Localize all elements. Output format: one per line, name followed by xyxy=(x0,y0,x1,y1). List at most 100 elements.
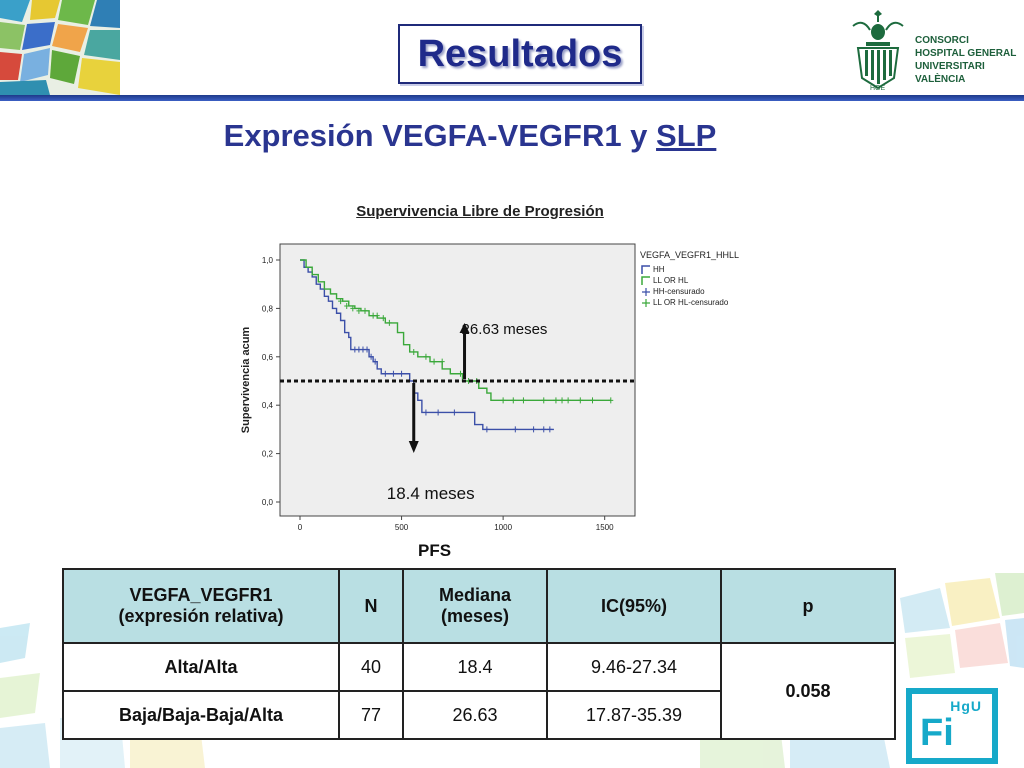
censor-mark xyxy=(484,426,490,433)
chart-title: Supervivencia Libre de Progresión xyxy=(356,203,604,220)
cell-ic: 17.87-35.39 xyxy=(546,690,722,740)
censor-mark xyxy=(350,305,356,312)
legend-label: HH xyxy=(653,265,665,274)
censor-mark xyxy=(364,346,370,353)
censor-mark xyxy=(541,397,547,404)
censor-mark xyxy=(510,397,516,404)
logo-line: VALÈNCIA xyxy=(915,74,966,85)
x-tick-label: 1500 xyxy=(596,523,614,532)
table-header-row: VEGFA_VEGFR1 (expresión relativa) N Media… xyxy=(62,568,896,644)
legend-title: VEGFA_VEGFR1_HHLL xyxy=(640,250,739,260)
header-line: VEGFA_VEGFR1 xyxy=(129,585,273,605)
legend-item-ll-or-hl: LL OR HL xyxy=(641,276,689,285)
header-divider xyxy=(0,95,1024,101)
logo-small-text: HGE xyxy=(870,85,886,92)
table-row: Baja/Baja-Baja/Alta 77 26.63 17.87-35.39 xyxy=(62,690,895,740)
censor-mark xyxy=(423,353,429,360)
title-box: Resultados xyxy=(398,24,642,84)
censor-mark xyxy=(541,426,547,433)
censor-mark xyxy=(520,397,526,404)
y-tick-label: 0,4 xyxy=(262,401,274,410)
censor-mark xyxy=(372,358,378,365)
y-tick-label: 0,6 xyxy=(262,353,274,362)
slide-subtitle: Expresión VEGFA-VEGFR1 y SLP xyxy=(0,118,940,154)
cell-p-value: 0.058 xyxy=(720,642,896,740)
y-axis-label: Supervivencia acum xyxy=(240,327,252,434)
cell-n: 40 xyxy=(338,642,404,692)
header-line: Mediana xyxy=(438,585,512,605)
annotation-label: 26.63 meses xyxy=(462,321,548,338)
results-table: VEGFA_VEGFR1 (expresión relativa) N Media… xyxy=(62,568,896,740)
censor-mark xyxy=(435,409,441,416)
logo-line: HOSPITAL GENERAL xyxy=(915,48,1017,59)
censor-mark xyxy=(411,348,417,355)
censor-mark xyxy=(547,426,553,433)
hgu-fi-badge: HgU Fi xyxy=(906,688,998,764)
censor-mark xyxy=(577,397,583,404)
y-tick-label: 0,0 xyxy=(262,498,274,507)
censor-mark xyxy=(457,370,463,377)
censor-mark xyxy=(338,298,344,305)
censor-mark xyxy=(399,370,405,377)
legend-item-ll-or-hl-censored: LL OR HL-censurado xyxy=(642,298,729,307)
header-line: IC(95%) xyxy=(600,595,667,616)
cell-ic: 9.46-27.34 xyxy=(546,642,722,692)
x-tick-label: 1000 xyxy=(494,523,512,532)
censor-mark xyxy=(531,426,537,433)
annotation-arrowhead xyxy=(408,441,419,453)
badge-top-text: HgU xyxy=(950,698,982,714)
censor-mark xyxy=(559,397,565,404)
censor-mark xyxy=(590,397,595,404)
censor-mark xyxy=(500,397,506,404)
header-cell-p: p xyxy=(720,568,896,644)
censor-mark xyxy=(390,370,396,377)
censor-mark xyxy=(608,397,614,404)
censor-mark xyxy=(380,315,386,322)
legend-label: LL OR HL xyxy=(653,276,689,285)
x-tick-label: 500 xyxy=(395,523,409,532)
y-tick-label: 0,8 xyxy=(262,304,274,313)
cell-group: Alta/Alta xyxy=(62,642,340,692)
subtitle-main: Expresión VEGFA-VEGFR1 y xyxy=(223,118,657,153)
censor-mark xyxy=(439,358,445,365)
header-cell-group: VEGFA_VEGFR1 (expresión relativa) xyxy=(62,568,340,644)
censor-mark xyxy=(386,319,392,326)
header-line: (meses) xyxy=(440,606,510,626)
header-line: N xyxy=(364,595,378,616)
logo-line: CONSORCI xyxy=(915,35,969,46)
logo-line: UNIVERSITARI xyxy=(915,61,985,72)
censor-mark xyxy=(565,397,571,404)
table-row: Alta/Alta 40 18.4 9.46-27.34 0.058 xyxy=(62,642,896,740)
censor-mark xyxy=(553,397,559,404)
annotation-label: 18.4 meses xyxy=(387,484,475,503)
x-axis-label: PFS xyxy=(418,541,452,560)
header-line: p xyxy=(802,595,814,616)
censor-mark xyxy=(512,426,518,433)
x-tick-label: 0 xyxy=(298,523,303,532)
cell-median: 26.63 xyxy=(402,690,548,740)
header-cell-ic: IC(95%) xyxy=(546,568,722,644)
censor-mark xyxy=(423,409,429,416)
legend-item-hh-censored: HH-censurado xyxy=(642,287,705,296)
cell-median: 18.4 xyxy=(402,642,548,692)
badge-bottom-text: Fi xyxy=(920,712,954,754)
page-title: Resultados xyxy=(417,32,623,75)
hospital-logo: HGE xyxy=(852,10,904,92)
cell-group: Baja/Baja-Baja/Alta xyxy=(62,690,340,740)
censor-mark xyxy=(374,312,380,319)
km-survival-chart: 0,0 0,2 0,4 0,6 0,8 1,0 0 500 1000 1500 Superviv… xyxy=(240,243,739,532)
header-cell-median: Mediana (meses) xyxy=(402,568,548,644)
series-line-hh xyxy=(300,259,554,431)
y-tick-label: 1,0 xyxy=(262,256,274,265)
censor-mark xyxy=(368,353,374,360)
legend-label: LL OR HL-censurado xyxy=(653,298,729,307)
legend-label: HH-censurado xyxy=(653,287,705,296)
censor-mark xyxy=(356,307,362,314)
header-line: (expresión relativa) xyxy=(118,606,284,626)
mosaic-decoration-top-left xyxy=(0,0,120,95)
logo-text: CONSORCI HOSPITAL GENERAL UNIVERSITARI V… xyxy=(915,34,1016,86)
censor-mark xyxy=(362,307,368,314)
censor-mark xyxy=(344,302,350,309)
y-tick-label: 0,2 xyxy=(262,450,274,459)
legend-item-hh: HH xyxy=(641,265,665,274)
